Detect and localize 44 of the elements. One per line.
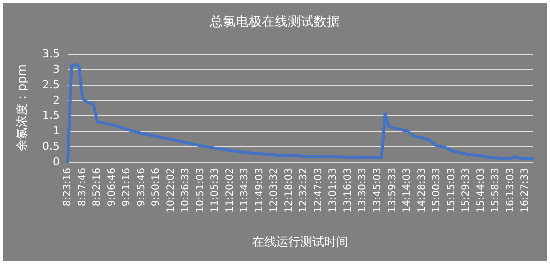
y-tick-label: 3	[53, 62, 60, 76]
x-tick-label: 9:50:16	[151, 168, 162, 207]
y-tick-label: 1.5	[42, 109, 60, 122]
x-tick-label: 11:49:03	[254, 168, 266, 213]
x-tick-label: 11:20:02	[224, 168, 236, 213]
x-tick-label: 14:28:33	[416, 168, 428, 213]
x-tick-label: 8:23:16	[62, 168, 74, 207]
y-tick-label: 2	[53, 94, 60, 107]
x-tick-label: 9:35:46	[136, 168, 148, 207]
x-tick-label: 12:03:32	[269, 168, 280, 213]
y-tick-label: 1	[53, 124, 60, 138]
x-tick-label: 15:44:03	[476, 168, 487, 213]
x-tick-label: 13:16:03	[342, 168, 354, 213]
x-tick-label: 10:36:33	[180, 168, 192, 213]
x-tick-label: 16:27:33	[520, 168, 532, 213]
x-tick-label: 13:45:03	[372, 168, 384, 213]
x-tick-label: 10:51:03	[195, 168, 206, 213]
x-tick-label: 15:00:33	[432, 168, 443, 213]
x-tick-label: 9:21:16	[122, 168, 133, 207]
x-tick-label: 14:14:03	[402, 168, 414, 213]
chart-title: 总氯电极在线测试数据	[209, 15, 340, 30]
x-tick-label: 12:32:32	[298, 168, 310, 213]
y-tick-label: 3.5	[42, 48, 60, 60]
x-tick-label: 15:29:33	[461, 168, 472, 213]
x-tick-label: 11:05:33	[210, 168, 222, 213]
x-tick-label: 15:15:03	[446, 168, 458, 213]
x-axis-title: 在线运行测试时间	[252, 235, 348, 249]
y-tick-label: 0	[53, 156, 60, 168]
y-tick-label: 2.5	[42, 78, 60, 92]
x-tick-label: 11:34:33	[240, 168, 251, 213]
x-tick-label: 8:52:16	[92, 168, 104, 207]
x-tick-label: 10:22:02	[166, 168, 177, 213]
x-tick-label: 12:47:03	[313, 168, 324, 213]
x-tick-label: 13:59:33	[387, 168, 398, 213]
x-tick-label: 8:37:46	[77, 168, 88, 207]
x-tick-label: 13:01:33	[328, 168, 340, 213]
x-tick-label: 15:58:33	[490, 168, 502, 213]
y-axis-title: 余氯浓度：ppm	[15, 64, 29, 152]
x-tick-label: 16:13:03	[505, 168, 516, 213]
x-tick-label: 12:18:03	[284, 168, 295, 213]
x-tick-label: 9:06:46	[106, 168, 118, 207]
line-series	[66, 63, 534, 164]
x-tick-label: 13:30:33	[358, 168, 369, 213]
y-tick-label: 0.5	[42, 140, 60, 154]
